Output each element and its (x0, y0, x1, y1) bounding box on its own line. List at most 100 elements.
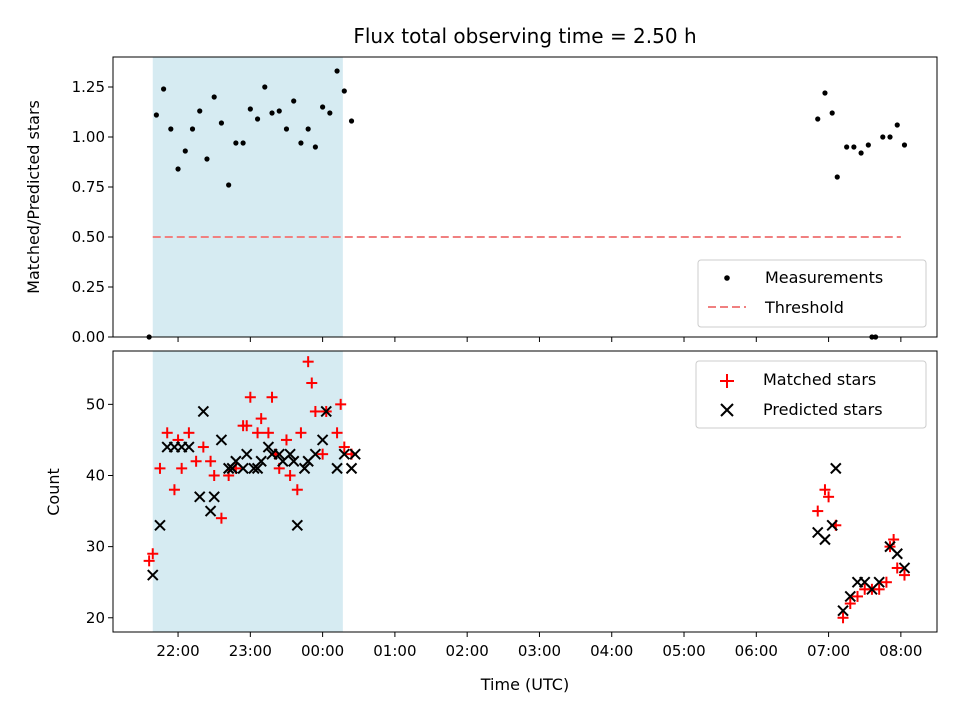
measurement-point (327, 110, 333, 116)
matched-stars-point (183, 427, 195, 439)
predicted-stars-point (826, 519, 838, 531)
predicted-stars-point (241, 448, 253, 460)
predicted-stars-point (844, 590, 856, 603)
measurement-point (197, 108, 203, 114)
matched-stars-point (823, 491, 835, 503)
predicted-stars-point (237, 462, 249, 475)
measurement-point (880, 134, 886, 140)
measurement-point (298, 140, 304, 146)
matched-stars-point (208, 469, 220, 481)
matched-stars-point (812, 505, 824, 517)
predicted-stars-point (837, 604, 849, 617)
matched-stars-point (837, 612, 849, 624)
predicted-stars-point (194, 491, 206, 503)
matched-stars-point (168, 484, 180, 496)
predicted-stars-point (291, 519, 304, 531)
bottom-y-axis-label: Count (44, 468, 63, 516)
predicted-stars-point (873, 576, 885, 588)
x-tick-label: 23:00 (229, 642, 272, 660)
matched-stars-point (898, 569, 910, 581)
y-tick-label: 1.25 (72, 78, 105, 96)
x-tick-label: 05:00 (662, 642, 705, 660)
measurement-point (822, 90, 828, 96)
measurement-point (211, 94, 217, 100)
matched-stars-point (819, 484, 831, 496)
predicted-stars-point (320, 405, 332, 418)
predicted-stars-point (262, 441, 275, 453)
measurement-point (240, 140, 246, 146)
bottom-x-ticks: 22:00 23:00 00:00 01:00 02:00 03:00 04:00 05:00… (156, 632, 922, 660)
measurement-point (901, 142, 908, 148)
measurement-point (341, 88, 347, 94)
measurement-point (858, 150, 864, 156)
predicted-stars-point (349, 448, 361, 460)
predicted-stars-point (819, 533, 831, 546)
matched-stars-point (154, 462, 166, 474)
measurement-point (153, 112, 159, 118)
bottom-legend: Matched stars Predicted stars (695, 360, 927, 429)
matched-stars-point (255, 413, 267, 425)
matched-stars-point (197, 441, 209, 453)
y-tick-label: 50 (86, 395, 105, 413)
top-legend-box (697, 259, 927, 328)
legend-matched-marker (720, 374, 734, 388)
measurement-point (175, 166, 181, 172)
measurement-point (291, 98, 297, 104)
x-tick-label: 07:00 (807, 642, 850, 660)
x-tick-label: 06:00 (735, 642, 778, 660)
measurement-point (182, 148, 188, 154)
bottom-y-ticks: 20 30 40 50 (86, 395, 113, 627)
measurement-point (247, 106, 253, 112)
measurement-point (262, 84, 268, 90)
observing-span-shade-bottom (152, 351, 343, 632)
predicted-stars-point (830, 462, 842, 475)
measurement-point (348, 118, 355, 124)
measurement-point (269, 110, 275, 116)
y-tick-label: 1.00 (72, 128, 105, 146)
matched-stars-point (244, 391, 256, 403)
predicted-stars-point (338, 448, 351, 460)
predicted-stars-point (197, 405, 210, 418)
x-tick-label: 08:00 (879, 642, 922, 660)
matched-stars-point (280, 434, 292, 446)
matched-stars-point (291, 484, 303, 496)
predicted-stars-point (898, 562, 911, 574)
legend-threshold-label: Threshold (764, 298, 844, 317)
measurement-point (844, 144, 850, 150)
matched-stars-point (338, 441, 350, 453)
predicted-stars-point (183, 441, 195, 453)
measurement-point (894, 122, 900, 128)
matched-stars-point (252, 427, 264, 439)
predicted-stars-point (215, 434, 228, 446)
y-tick-label: 20 (86, 609, 105, 627)
top-x-ticks (177, 337, 902, 342)
matched-stars-point (161, 427, 173, 439)
top-panel: 0.00 0.25 0.50 0.75 1.00 1.25 Matched/Predict… (24, 56, 938, 346)
measurement-point (334, 68, 340, 74)
predicted-stars-point (287, 455, 300, 467)
legend-measurements-marker (724, 275, 730, 281)
bottom-legend-box (695, 360, 927, 429)
predicted-stars-point (208, 491, 220, 503)
matched-stars-point (241, 420, 253, 432)
matched-stars-point (190, 455, 202, 467)
x-tick-label: 22:00 (156, 642, 199, 660)
matched-stars-point (851, 590, 863, 602)
measurement-point (254, 116, 261, 122)
bottom-axes-frame (112, 350, 938, 633)
y-tick-label: 40 (86, 466, 105, 484)
x-tick-label: 03:00 (518, 642, 561, 660)
x-tick-label: 01:00 (373, 642, 416, 660)
matched-stars-point (176, 462, 188, 474)
measurement-point (218, 120, 225, 126)
matched-stars-point (891, 562, 903, 574)
bottom-panel: 20 30 40 50 22:00 23:00 00:00 01:00 02:00 03:00 0… (44, 350, 938, 694)
matched-stars-point (295, 427, 307, 439)
y-tick-label: 0.00 (72, 328, 105, 346)
chart-title: Flux total observing time = 2.50 h (353, 24, 696, 48)
matched-stars-point (880, 576, 892, 588)
measurement-point (834, 174, 840, 180)
matched-stars-point (331, 427, 343, 439)
legend-predicted-marker (720, 403, 734, 417)
matched-stars-point (306, 377, 318, 389)
